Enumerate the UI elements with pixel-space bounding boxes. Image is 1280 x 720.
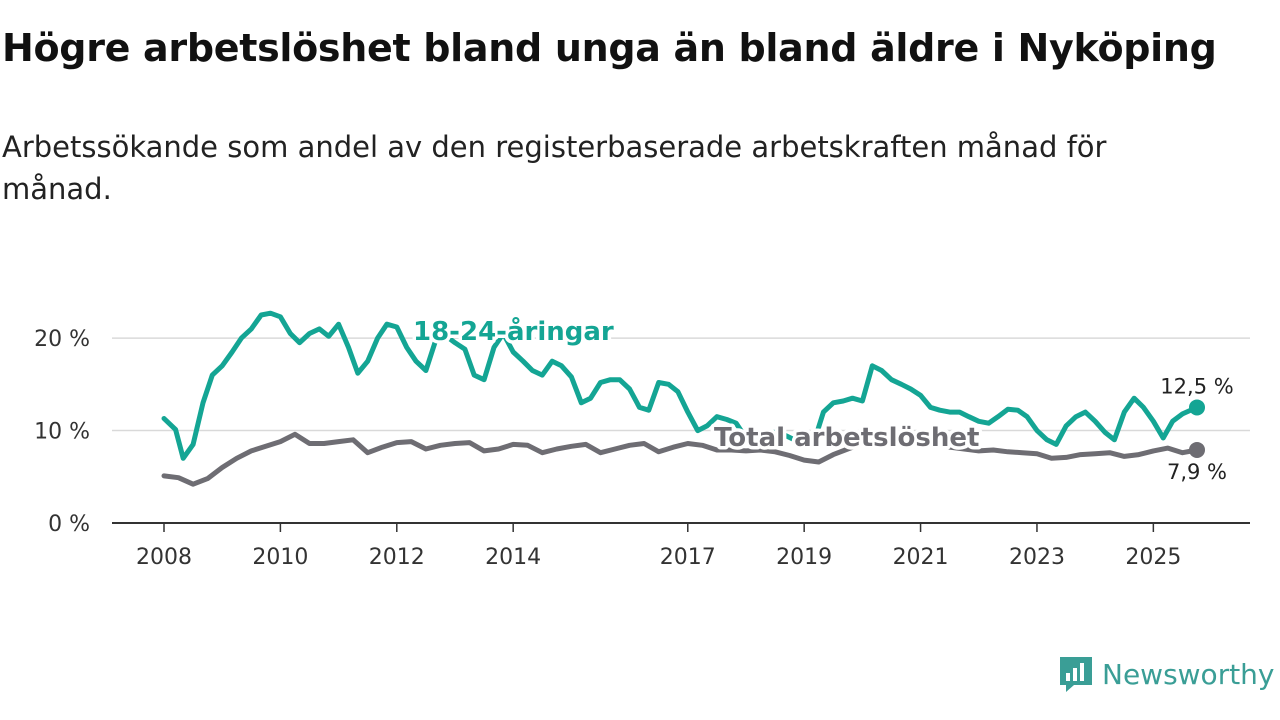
x-tick-label: 2010: [252, 545, 308, 570]
x-tick-label: 2012: [369, 545, 425, 570]
end-point-youth: [1189, 399, 1205, 416]
y-tick-label: 0 %: [48, 512, 90, 537]
end-value-label: 12,5 %: [1160, 374, 1233, 398]
x-tick-label: 2019: [776, 545, 832, 570]
series-label: 18-24-åringar: [413, 315, 614, 347]
series-label: Total arbetslöshet: [714, 423, 979, 453]
newsworthy-logo-icon: [1060, 657, 1092, 692]
brand-logo: Newsworthy: [1058, 654, 1275, 694]
chart-title: Högre arbetslöshet bland unga än bland ä…: [2, 26, 1217, 70]
x-tick-label: 2014: [485, 545, 541, 570]
series-label-halo: 18-24-åringar: [413, 315, 614, 347]
x-tick-label: 2008: [136, 545, 192, 570]
series-label-halo: Total arbetslöshet: [714, 423, 979, 453]
chart-subtitle: Arbetssökande som andel av den registerb…: [2, 130, 1107, 206]
x-tick-label: 2025: [1125, 545, 1181, 570]
y-tick-label: 10 %: [34, 420, 90, 445]
x-tick-label: 2023: [1009, 545, 1065, 570]
x-tick-label: 2017: [660, 545, 716, 570]
series-line-total: [161, 431, 1200, 487]
brand-name: Newsworthy: [1102, 657, 1275, 691]
y-tick-label: 20 %: [34, 327, 90, 352]
end-value-label: 7,9 %: [1167, 460, 1227, 484]
series-line-youth: [161, 310, 1200, 461]
x-tick-label: 2021: [893, 545, 949, 570]
end-point-total: [1189, 441, 1205, 458]
